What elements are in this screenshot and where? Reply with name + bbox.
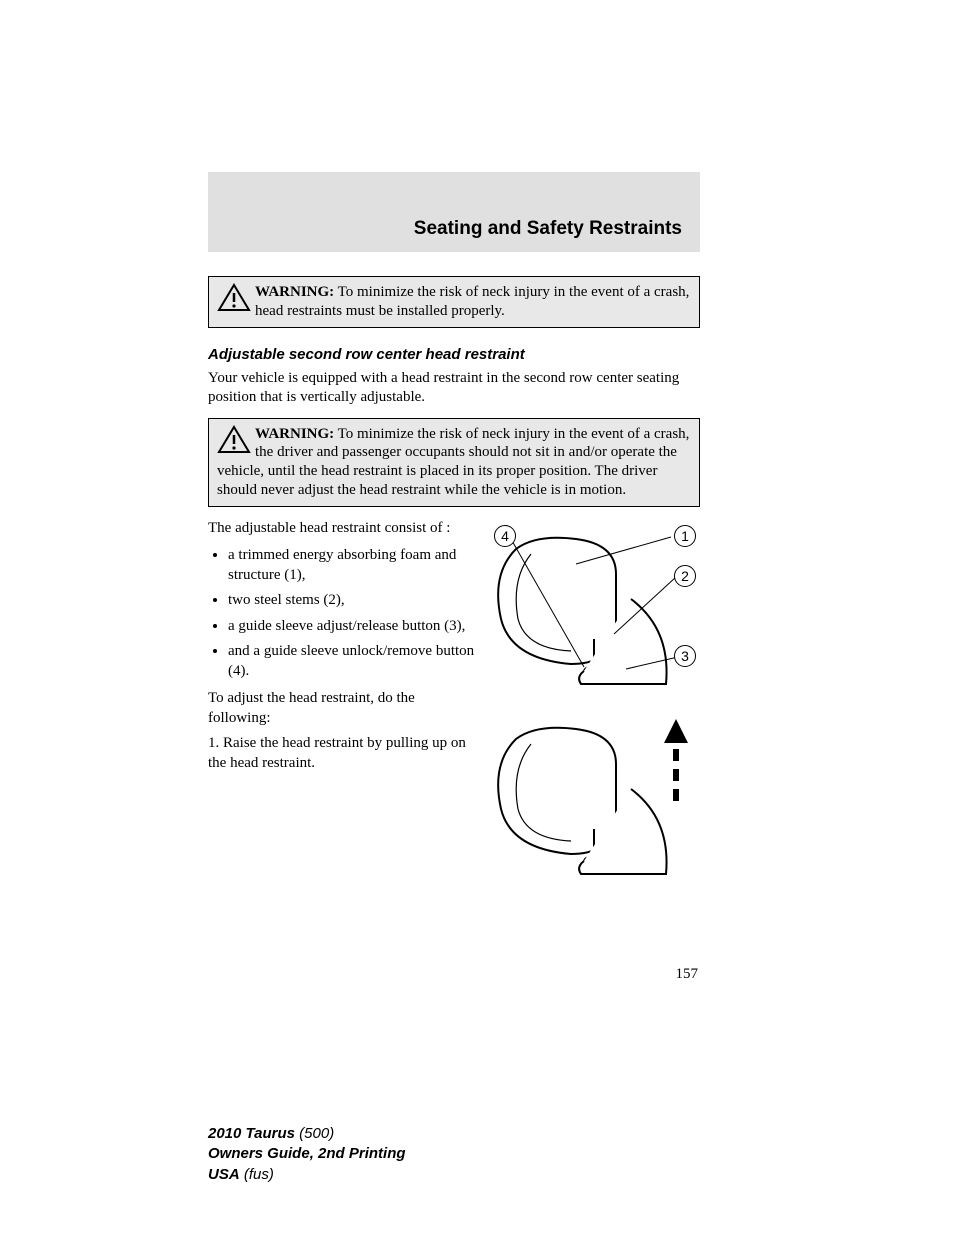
callout-3: 3: [674, 645, 696, 667]
header-band: Seating and Safety Restraints: [208, 172, 700, 252]
up-arrow-icon: [664, 719, 688, 801]
footer: 2010 Taurus (500) Owners Guide, 2nd Prin…: [208, 1124, 406, 1185]
footer-line-3: USA (fus): [208, 1165, 406, 1185]
two-column-section: The adjustable head restraint consist of…: [208, 519, 700, 879]
warning-box-1: WARNING: To minimize the risk of neck in…: [208, 276, 700, 328]
footer-line-1: 2010 Taurus (500): [208, 1124, 406, 1144]
right-column: 4 1 2 3: [476, 519, 700, 879]
page-title: Seating and Safety Restraints: [414, 218, 682, 240]
warning-icon: [217, 425, 251, 455]
callout-1: 1: [674, 525, 696, 547]
callout-2: 2: [674, 565, 696, 587]
page-number: 157: [676, 966, 699, 983]
list-item: two steel stems (2),: [228, 591, 476, 611]
consist-list: a trimmed energy absorbing foam and stru…: [228, 546, 476, 681]
footer-region-code: (fus): [240, 1166, 274, 1183]
footer-model: 2010 Taurus: [208, 1125, 295, 1142]
callout-4: 4: [494, 525, 516, 547]
footer-line-2: Owners Guide, 2nd Printing: [208, 1144, 406, 1164]
list-item: a guide sleeve adjust/release button (3)…: [228, 617, 476, 637]
left-column: The adjustable head restraint consist of…: [208, 519, 476, 879]
consist-lead: The adjustable head restraint consist of…: [208, 519, 476, 539]
list-item: and a guide sleeve unlock/remove button …: [228, 642, 476, 681]
warning-label: WARNING:: [255, 284, 334, 300]
section-heading: Adjustable second row center head restra…: [208, 346, 700, 363]
section-intro: Your vehicle is equipped with a head res…: [208, 369, 700, 408]
page-content: WARNING: To minimize the risk of neck in…: [208, 276, 700, 879]
footer-model-code: (500): [295, 1125, 334, 1142]
head-restraint-diagram-labeled: 4 1 2 3: [476, 519, 696, 689]
list-item: a trimmed energy absorbing foam and stru…: [228, 546, 476, 585]
warning-icon: [217, 283, 251, 313]
footer-region: USA: [208, 1166, 240, 1183]
adjust-lead: To adjust the head restraint, do the fol…: [208, 689, 476, 728]
warning-box-2: WARNING: To minimize the risk of neck in…: [208, 418, 700, 507]
adjust-step-1: 1. Raise the head restraint by pulling u…: [208, 734, 476, 773]
head-restraint-diagram-raise: [476, 709, 696, 879]
warning-label: WARNING:: [255, 426, 334, 442]
